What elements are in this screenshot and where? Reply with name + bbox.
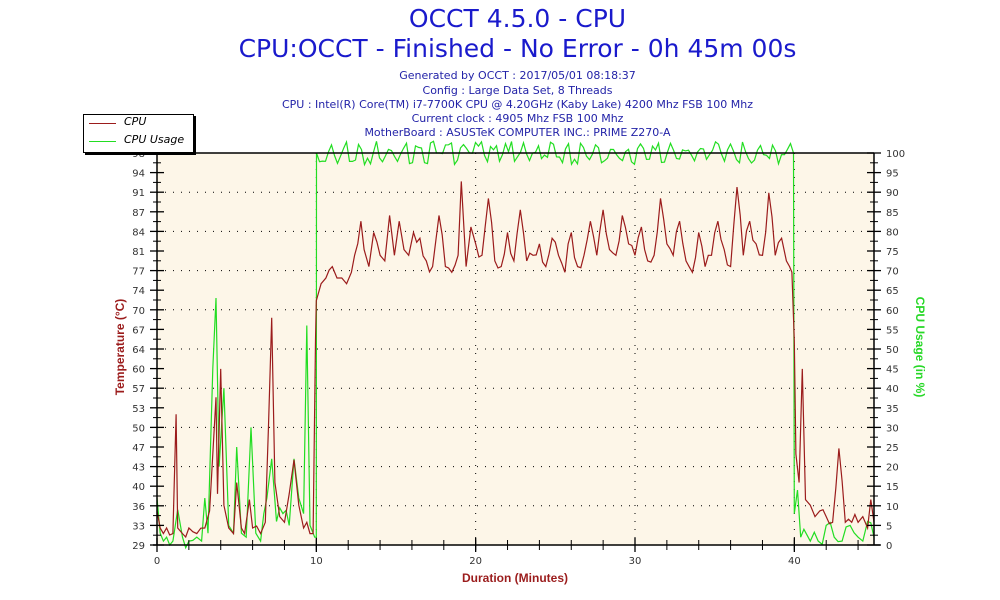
svg-text:25: 25 [886, 443, 899, 454]
legend: CPU CPU Usage [83, 114, 194, 153]
legend-item-cpu-usage: CPU Usage [84, 133, 193, 149]
svg-text:100: 100 [886, 149, 905, 160]
svg-text:70: 70 [132, 306, 145, 317]
svg-text:20: 20 [886, 463, 899, 474]
chart-subtitle: CPU:OCCT - Finished - No Error - 0h 45m … [238, 34, 797, 63]
svg-text:15: 15 [886, 482, 899, 493]
info-config: Config : Large Data Set, 8 Threads [422, 84, 613, 97]
legend-swatch-cpu [89, 123, 116, 124]
svg-text:10: 10 [886, 502, 899, 513]
x-axis-title: Duration (Minutes) [462, 571, 568, 585]
svg-text:45: 45 [886, 365, 899, 376]
plot-area [157, 153, 874, 545]
svg-text:85: 85 [886, 208, 899, 219]
axes: 2933364043475053576064677074778184879194… [132, 149, 905, 567]
legend-item-cpu: CPU [84, 115, 193, 131]
svg-text:57: 57 [132, 384, 145, 395]
svg-text:95: 95 [886, 169, 899, 180]
svg-text:84: 84 [132, 227, 145, 238]
svg-text:87: 87 [132, 208, 145, 219]
svg-text:40: 40 [886, 384, 899, 395]
svg-text:43: 43 [132, 463, 145, 474]
svg-text:47: 47 [132, 443, 145, 454]
svg-text:74: 74 [132, 286, 145, 297]
svg-text:75: 75 [886, 247, 899, 258]
svg-text:30: 30 [886, 423, 899, 434]
svg-text:29: 29 [132, 541, 145, 552]
svg-text:0: 0 [886, 541, 892, 552]
svg-text:64: 64 [132, 345, 145, 356]
svg-text:65: 65 [886, 286, 899, 297]
svg-text:55: 55 [886, 325, 899, 336]
svg-text:33: 33 [132, 521, 145, 532]
svg-text:36: 36 [132, 502, 145, 513]
info-motherboard: MotherBoard : ASUSTeK COMPUTER INC.: PRI… [364, 126, 671, 139]
svg-text:60: 60 [886, 306, 899, 317]
legend-swatch-cpu-usage [89, 141, 116, 142]
svg-text:67: 67 [132, 325, 145, 336]
svg-text:98: 98 [132, 149, 145, 160]
svg-text:30: 30 [629, 556, 642, 567]
svg-text:20: 20 [469, 556, 482, 567]
svg-text:53: 53 [132, 404, 145, 415]
legend-label: CPU [124, 115, 147, 128]
data-series [156, 139, 875, 550]
svg-text:5: 5 [886, 521, 892, 532]
svg-text:0: 0 [154, 556, 160, 567]
svg-text:77: 77 [132, 267, 145, 278]
svg-text:81: 81 [132, 247, 145, 258]
svg-text:40: 40 [132, 482, 145, 493]
svg-text:10: 10 [310, 556, 323, 567]
svg-text:35: 35 [886, 404, 899, 415]
svg-text:50: 50 [886, 345, 899, 356]
svg-text:40: 40 [788, 556, 801, 567]
svg-text:60: 60 [132, 365, 145, 376]
svg-text:50: 50 [132, 423, 145, 434]
y-axis-right-title: CPU Usage (in %) [913, 296, 927, 398]
legend-label: CPU Usage [124, 133, 185, 146]
info-clock: Current clock : 4905 Mhz FSB 100 Mhz [411, 112, 624, 125]
info-cpu: CPU : Intel(R) Core(TM) i7-7700K CPU @ 4… [281, 98, 754, 111]
svg-text:91: 91 [132, 188, 145, 199]
chart-title: OCCT 4.5.0 - CPU [408, 4, 627, 33]
svg-text:70: 70 [886, 267, 899, 278]
svg-text:90: 90 [886, 188, 899, 199]
info-generated: Generated by OCCT : 2017/05/01 08:18:37 [399, 69, 636, 82]
svg-text:94: 94 [132, 169, 145, 180]
svg-text:80: 80 [886, 227, 899, 238]
y-axis-left-title: Temperature (°C) [113, 298, 127, 396]
